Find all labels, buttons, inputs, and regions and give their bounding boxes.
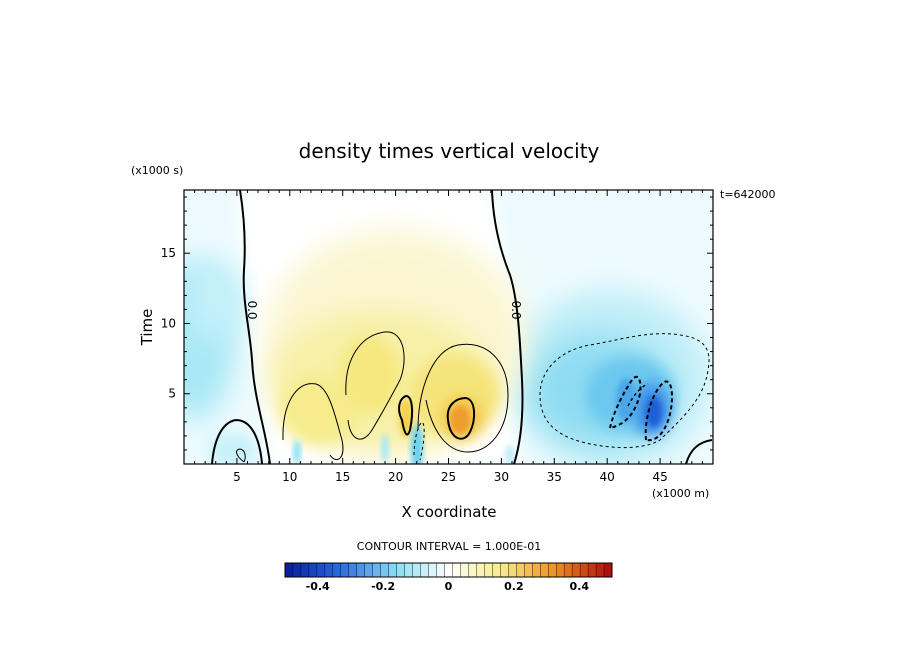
contour-pos-4 <box>398 394 414 436</box>
colorbar-ticks: -0.4 -0.2 0 0.2 0.4 <box>306 580 590 593</box>
colorbar-cell <box>396 562 406 578</box>
colorbar-cell <box>444 562 453 578</box>
contour-pos-1 <box>282 383 344 460</box>
contour-pos-3 <box>417 343 509 453</box>
x-tick-label: 20 <box>388 470 403 484</box>
zero-contour-right <box>491 190 524 464</box>
x-tick-label: 40 <box>600 470 615 484</box>
zero-contour-bottom-right <box>685 439 713 464</box>
contour-pos-5 <box>446 396 476 440</box>
colorbar-cell <box>284 562 294 578</box>
colorbar-tick-label: -0.2 <box>371 580 395 593</box>
colorbar-cell <box>516 562 525 578</box>
colorbar-cell <box>563 562 573 578</box>
colorbar-cell <box>595 562 605 578</box>
colorbar-cell <box>555 562 565 578</box>
contour-pos-6 <box>236 448 246 463</box>
contour-pos-2 <box>345 331 405 440</box>
zero-contour-label-right: 0.0 <box>509 300 523 319</box>
zero-contour-left <box>239 190 271 464</box>
colorbar-cell <box>540 562 549 578</box>
zero-contour-bottom-left <box>211 418 263 464</box>
contour-neg-3 <box>644 380 673 442</box>
contour-lines <box>211 190 713 464</box>
colorbar-cell <box>579 562 589 578</box>
x-tick-label: 25 <box>441 470 456 484</box>
colorbar-cell <box>348 562 358 578</box>
colorbar-cell <box>404 562 414 578</box>
colorbar-cell <box>532 562 541 578</box>
colorbar-cell <box>468 562 477 578</box>
colorbar-cell <box>420 562 430 578</box>
colorbar-tick-label: 0.4 <box>570 580 590 593</box>
chart-title: density times vertical velocity <box>299 139 600 163</box>
colorbar <box>284 562 613 578</box>
colorbar-cell <box>571 562 581 578</box>
y-axis-label: Time <box>138 309 156 347</box>
colorbar-cell <box>332 562 342 578</box>
x-unit-label: (x1000 m) <box>652 487 709 500</box>
colorbar-cell <box>452 562 461 578</box>
colorbar-cell <box>547 562 557 578</box>
colorbar-cell <box>300 562 310 578</box>
colorbar-cell <box>500 562 509 578</box>
contour-interval: CONTOUR INTERVAL = 1.000E-01 <box>357 540 541 553</box>
colorbar-cell <box>316 562 326 578</box>
colorbar-cell <box>428 562 438 578</box>
y-tick-label: 10 <box>161 316 176 330</box>
colorbar-cell <box>524 562 533 578</box>
colorbar-cell <box>460 562 469 578</box>
colorbar-cell <box>380 562 390 578</box>
x-tick-label: 5 <box>233 470 241 484</box>
colorbar-tick-label: 0.2 <box>504 580 524 593</box>
x-tick-label: 15 <box>335 470 350 484</box>
x-tick-label: 30 <box>494 470 509 484</box>
colorbar-cell <box>356 562 366 578</box>
colorbar-cell <box>324 562 334 578</box>
colorbar-cell <box>436 562 446 578</box>
colorbar-cell <box>476 562 485 578</box>
colorbar-cell <box>340 562 350 578</box>
colorbar-cell <box>364 562 374 578</box>
shaded-field <box>184 190 710 464</box>
zero-contour-label-left: 0.0 <box>245 300 259 319</box>
contour-neg-5 <box>413 421 425 461</box>
y-unit-label: (x1000 s) <box>131 164 183 177</box>
colorbar-cell <box>372 562 382 578</box>
colorbar-cell <box>603 562 613 578</box>
colorbar-cell <box>308 562 318 578</box>
colorbar-cell <box>388 562 398 578</box>
contour-neg-2 <box>608 375 642 430</box>
colorbar-frame <box>284 562 613 578</box>
x-tick-label: 45 <box>652 470 667 484</box>
x-tick-label: 35 <box>547 470 562 484</box>
colorbar-cell <box>412 562 422 578</box>
colorbar-cell <box>508 562 517 578</box>
x-axis-label: X coordinate <box>401 503 496 521</box>
colorbar-tick-label: 0 <box>445 580 453 593</box>
time-stamp: t=642000 <box>720 188 776 201</box>
colorbar-cell <box>292 562 302 578</box>
colorbar-cell <box>587 562 597 578</box>
colorbar-cell <box>484 562 493 578</box>
y-tick-label: 15 <box>161 246 176 260</box>
colorbar-cell <box>492 562 501 578</box>
x-tick-label: 10 <box>282 470 297 484</box>
y-axis: 5 10 15 <box>161 196 713 451</box>
y-tick-label: 5 <box>168 387 176 401</box>
x-axis: 5 10 15 20 25 30 35 40 45 <box>194 190 703 484</box>
colorbar-tick-label: -0.4 <box>306 580 330 593</box>
